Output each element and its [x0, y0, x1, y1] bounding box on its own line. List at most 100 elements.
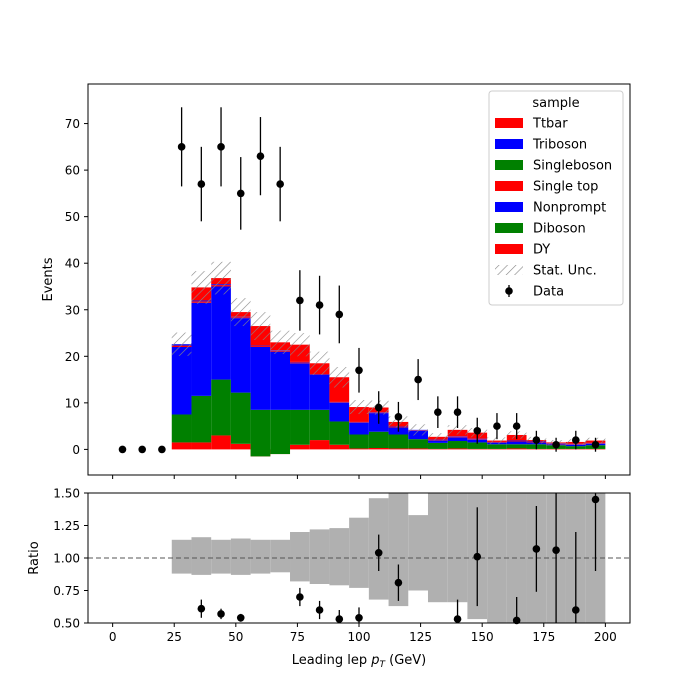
bar-nonprompt [447, 437, 468, 442]
x-tick-label: 200 [594, 630, 617, 644]
y-tick-label: 10 [65, 396, 80, 410]
stat-unc-box [447, 425, 468, 435]
ratio-point [315, 606, 324, 614]
stat-unc-box [309, 351, 330, 375]
stat-unc-box [427, 433, 448, 441]
bar-diboson [467, 442, 488, 449]
stat-unc-box [191, 271, 212, 304]
ratio-unc-band [230, 538, 251, 575]
bar-nonprompt [191, 302, 212, 396]
y-tick-label: 0 [72, 443, 80, 457]
bar-nonprompt [230, 318, 251, 393]
legend-label: DY [533, 243, 550, 258]
legend-swatch [495, 160, 523, 170]
legend-label: Triboson [532, 138, 587, 153]
stat-unc-box [211, 261, 231, 295]
ratio-point [394, 578, 403, 587]
ratio-unc-band [388, 493, 409, 607]
ratio-frame [87, 492, 631, 624]
bar-nonprompt [250, 346, 271, 410]
data-point [217, 143, 225, 151]
bar-diboson [349, 434, 369, 449]
stat-unc-box [230, 298, 251, 327]
x-tick-label: 50 [228, 630, 243, 644]
x-tick-label: 75 [290, 630, 305, 644]
data-point [177, 143, 186, 151]
data-point [473, 426, 482, 435]
legend-swatch [495, 181, 523, 191]
stat-unc-box [290, 333, 310, 357]
bar-diboson [309, 409, 330, 441]
ratio-unc-band [171, 539, 192, 574]
bar-nonprompt [349, 422, 369, 435]
bar-nonprompt [290, 363, 310, 410]
legend-swatch-hatch [495, 265, 523, 275]
legend-swatch [495, 202, 523, 212]
data-point [512, 422, 521, 430]
data-point [158, 445, 166, 454]
bar-diboson [250, 409, 271, 457]
bar-dy [447, 448, 468, 450]
bar-diboson [487, 444, 507, 449]
legend-marker [505, 287, 513, 295]
bar-dy [309, 440, 330, 450]
bar-nonprompt [309, 374, 330, 410]
bar-nonprompt [506, 441, 527, 445]
bar-dy [506, 448, 527, 450]
legend: sample Ttbar Triboson Singleboson Single to… [488, 90, 624, 306]
main-frame [87, 83, 631, 476]
data-point [552, 440, 560, 449]
bar-dy [191, 442, 212, 450]
ratio-unc-band [329, 528, 350, 586]
ratio-unc-band [427, 493, 448, 603]
bar-diboson [230, 392, 251, 444]
bar-dy [211, 435, 231, 450]
bar-diboson [447, 441, 468, 449]
legend-swatch [495, 118, 523, 128]
legend-label: Singleboson [533, 159, 612, 174]
x-tick-label: 0 [109, 630, 117, 644]
ratio-unc-band [191, 537, 212, 575]
bar-diboson [211, 379, 231, 436]
bar-dy [329, 444, 350, 450]
data-point [118, 445, 127, 454]
data-point [197, 180, 206, 188]
ratio-point [296, 593, 304, 601]
ratio-y-tick-label: 1.25 [53, 519, 80, 533]
ratio-point [453, 615, 462, 623]
data-point [572, 436, 580, 444]
bar-nonprompt [329, 402, 350, 422]
bar-diboson [388, 434, 409, 449]
stat-unc-box [329, 367, 350, 388]
legend-label: Nonprompt [533, 201, 606, 216]
ratio-y-tick-label: 1.50 [53, 487, 80, 501]
legend-swatch [495, 223, 523, 233]
data-point [453, 408, 462, 416]
legend-label: Data [533, 285, 564, 300]
ratio-unc-band [408, 515, 428, 591]
legend-swatch [495, 139, 523, 149]
stat-unc-box [250, 312, 271, 341]
data-point [532, 436, 541, 444]
data-point [236, 189, 245, 198]
y-tick-label: 20 [65, 350, 80, 364]
ratio-unc-band [250, 539, 271, 574]
bar-dy [290, 444, 310, 450]
legend-label: Ttbar [532, 117, 568, 132]
data-point [493, 422, 501, 430]
bar-dy [349, 448, 369, 450]
legend-label: Single top [533, 180, 598, 195]
x-tick-label: 175 [532, 630, 555, 644]
ratio-point [217, 610, 225, 618]
bar-diboson [506, 444, 527, 449]
ratio-unc-band [290, 532, 310, 582]
ratio-unc-band [211, 539, 231, 574]
data-point [355, 366, 363, 375]
data-point [276, 180, 284, 188]
legend-title: sample [532, 96, 579, 111]
ratio-point [572, 606, 580, 614]
ratio-point [552, 546, 560, 554]
ratio-ylabel: Ratio [27, 541, 42, 574]
stat-unc-box [171, 332, 192, 356]
